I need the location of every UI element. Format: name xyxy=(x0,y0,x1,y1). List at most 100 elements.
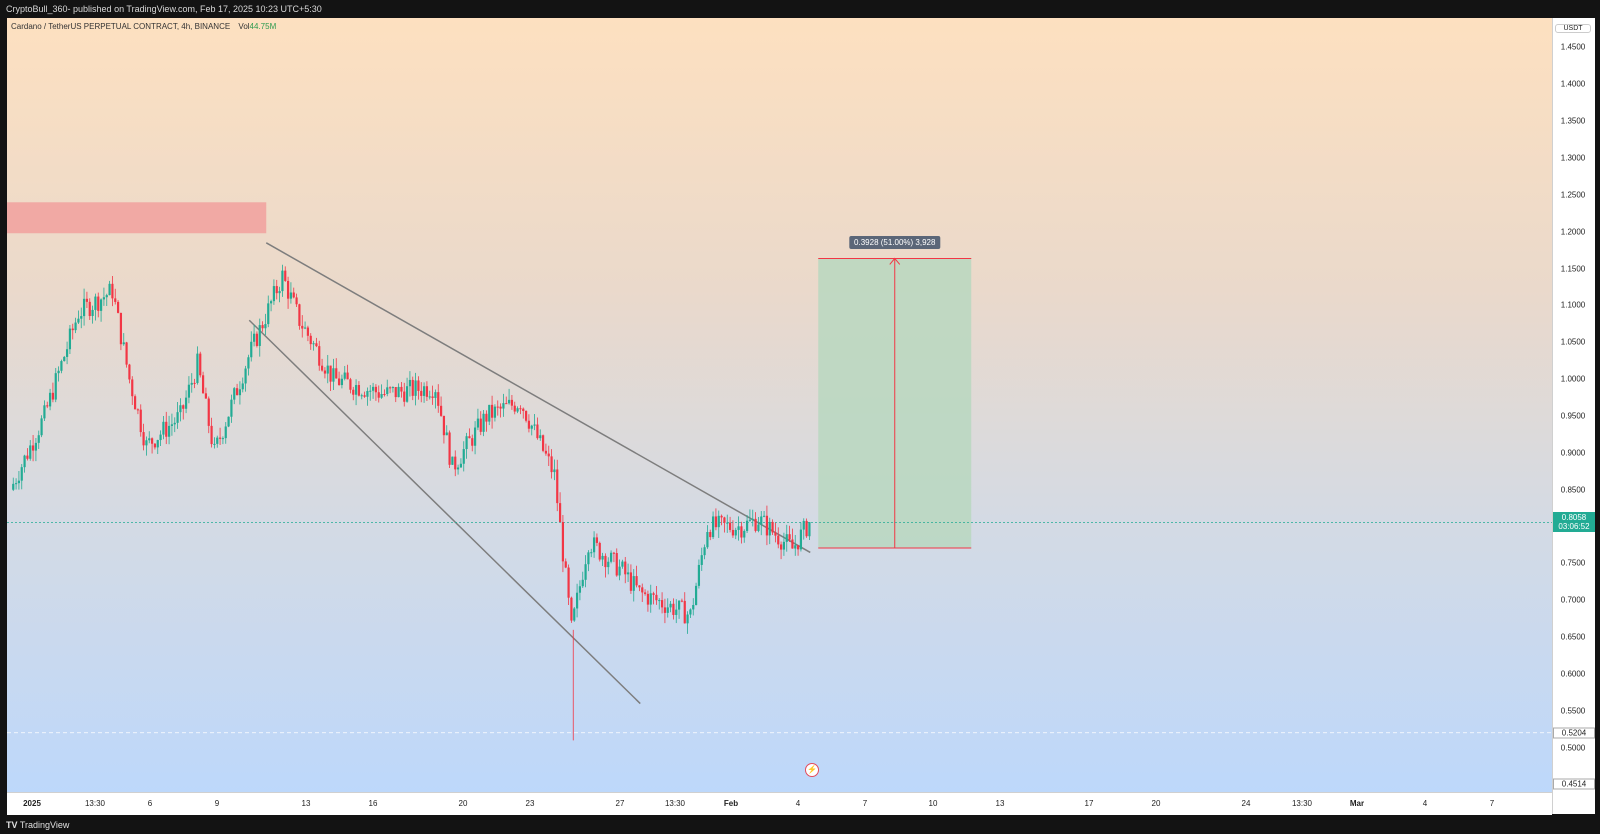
candle-body xyxy=(250,341,253,358)
time-tick: 7 xyxy=(1489,799,1495,808)
candle-body xyxy=(85,298,89,302)
candle-body xyxy=(252,333,256,342)
price-tick: 1.2000 xyxy=(1560,227,1586,237)
candle-body xyxy=(422,386,426,396)
candle-body xyxy=(527,420,531,429)
candle-body xyxy=(524,410,528,421)
candle-body xyxy=(465,436,468,450)
candle-body xyxy=(777,535,780,545)
candle-body xyxy=(454,456,457,470)
candle-body xyxy=(541,435,545,451)
candle-body xyxy=(723,517,726,523)
candle-body xyxy=(332,368,335,382)
candle-body xyxy=(349,379,352,390)
candle-body xyxy=(286,280,290,299)
candle-body xyxy=(68,328,72,350)
lightning-icon[interactable]: ⚡ xyxy=(805,763,820,777)
candle-body xyxy=(513,405,516,412)
candle-body xyxy=(414,380,417,396)
candle-body xyxy=(230,399,233,417)
candle-body xyxy=(768,521,771,536)
price-axis[interactable]: USDT 0.8058 03:06:52 0.5204 0.4514 1.450… xyxy=(1552,18,1595,814)
candle-body xyxy=(448,432,451,465)
publish-line: CryptoBull_360- published on TradingView… xyxy=(6,4,322,14)
candle-body xyxy=(598,542,601,560)
chart-plot-area[interactable]: Cardano / TetherUS PERPETUAL CONTRACT, 4… xyxy=(7,18,1552,792)
time-tick: 23 xyxy=(525,799,535,808)
candle-body xyxy=(431,396,434,398)
price-tick: 1.0500 xyxy=(1560,337,1586,347)
price-tick: 0.5000 xyxy=(1560,743,1586,753)
low-price-marker: 0.5204 xyxy=(1553,727,1595,739)
candle-body xyxy=(312,343,315,345)
candle-body xyxy=(116,301,120,313)
candle-body xyxy=(573,608,576,621)
price-tick: 0.7000 xyxy=(1560,595,1586,605)
candle-body xyxy=(241,383,244,390)
time-tick: 20 xyxy=(458,799,468,808)
candle-body xyxy=(105,295,108,298)
candle-body xyxy=(456,467,460,470)
candle-body xyxy=(216,437,219,444)
candle-body xyxy=(173,422,176,425)
candle-body xyxy=(371,386,375,391)
time-tick: Mar xyxy=(1349,799,1365,808)
measure-arrow-head xyxy=(889,257,901,265)
candle-body xyxy=(14,483,18,485)
candle-body xyxy=(720,515,723,518)
time-tick: 7 xyxy=(862,799,868,808)
price-tick: 1.0000 xyxy=(1560,374,1586,384)
candle-body xyxy=(26,455,29,459)
candle-body xyxy=(34,442,38,451)
candle-body xyxy=(751,518,754,520)
candle-body xyxy=(235,388,239,396)
candle-body xyxy=(743,530,746,538)
candle-body xyxy=(510,399,514,406)
candle-body xyxy=(496,406,499,408)
lower-trendline xyxy=(248,319,641,705)
candle-body xyxy=(805,520,808,537)
candle-body xyxy=(434,392,437,398)
candle-body xyxy=(762,515,766,517)
candle-body xyxy=(54,373,57,400)
candle-body xyxy=(731,529,735,536)
candle-body xyxy=(686,614,689,624)
candle-body xyxy=(80,316,83,319)
candle-body xyxy=(165,421,168,437)
candle-body xyxy=(244,368,247,384)
candle-body xyxy=(485,413,488,422)
price-chart[interactable] xyxy=(7,18,1552,792)
candle-body xyxy=(43,405,46,419)
time-axis[interactable]: 2025 13:30 6 9 13 16 20 23 27 13:30 Feb 4 7 10 13 17 20 2… xyxy=(7,792,1552,815)
candle-body xyxy=(561,522,565,562)
candle-body xyxy=(652,593,655,595)
currency-unit-label[interactable]: USDT xyxy=(1555,24,1591,33)
candle-body xyxy=(190,382,193,385)
price-tick: 1.1000 xyxy=(1560,300,1586,310)
candle-body xyxy=(281,270,284,292)
candle-body xyxy=(765,515,769,536)
candle-body xyxy=(60,361,63,371)
candle-body xyxy=(748,519,752,521)
candle-body xyxy=(131,379,134,397)
time-tick: 13:30 xyxy=(84,799,106,808)
candle-body xyxy=(794,545,797,549)
candle-body xyxy=(473,427,477,446)
last-price-value: 0.8058 xyxy=(1561,513,1587,523)
candle-body xyxy=(176,412,179,423)
candle-body xyxy=(675,609,678,615)
candle-body xyxy=(553,469,556,473)
candle-body xyxy=(363,395,366,397)
candle-body xyxy=(354,385,358,395)
candle-body xyxy=(320,365,324,371)
candle-body xyxy=(128,364,131,380)
candle-body xyxy=(564,561,567,568)
candle-body xyxy=(264,324,267,329)
candle-body xyxy=(439,405,443,416)
candle-body xyxy=(51,392,55,400)
candle-body xyxy=(745,520,749,531)
candle-body xyxy=(643,592,647,594)
price-tick: 1.1500 xyxy=(1560,264,1586,274)
candle-body xyxy=(717,515,720,528)
candle-body xyxy=(207,398,210,426)
